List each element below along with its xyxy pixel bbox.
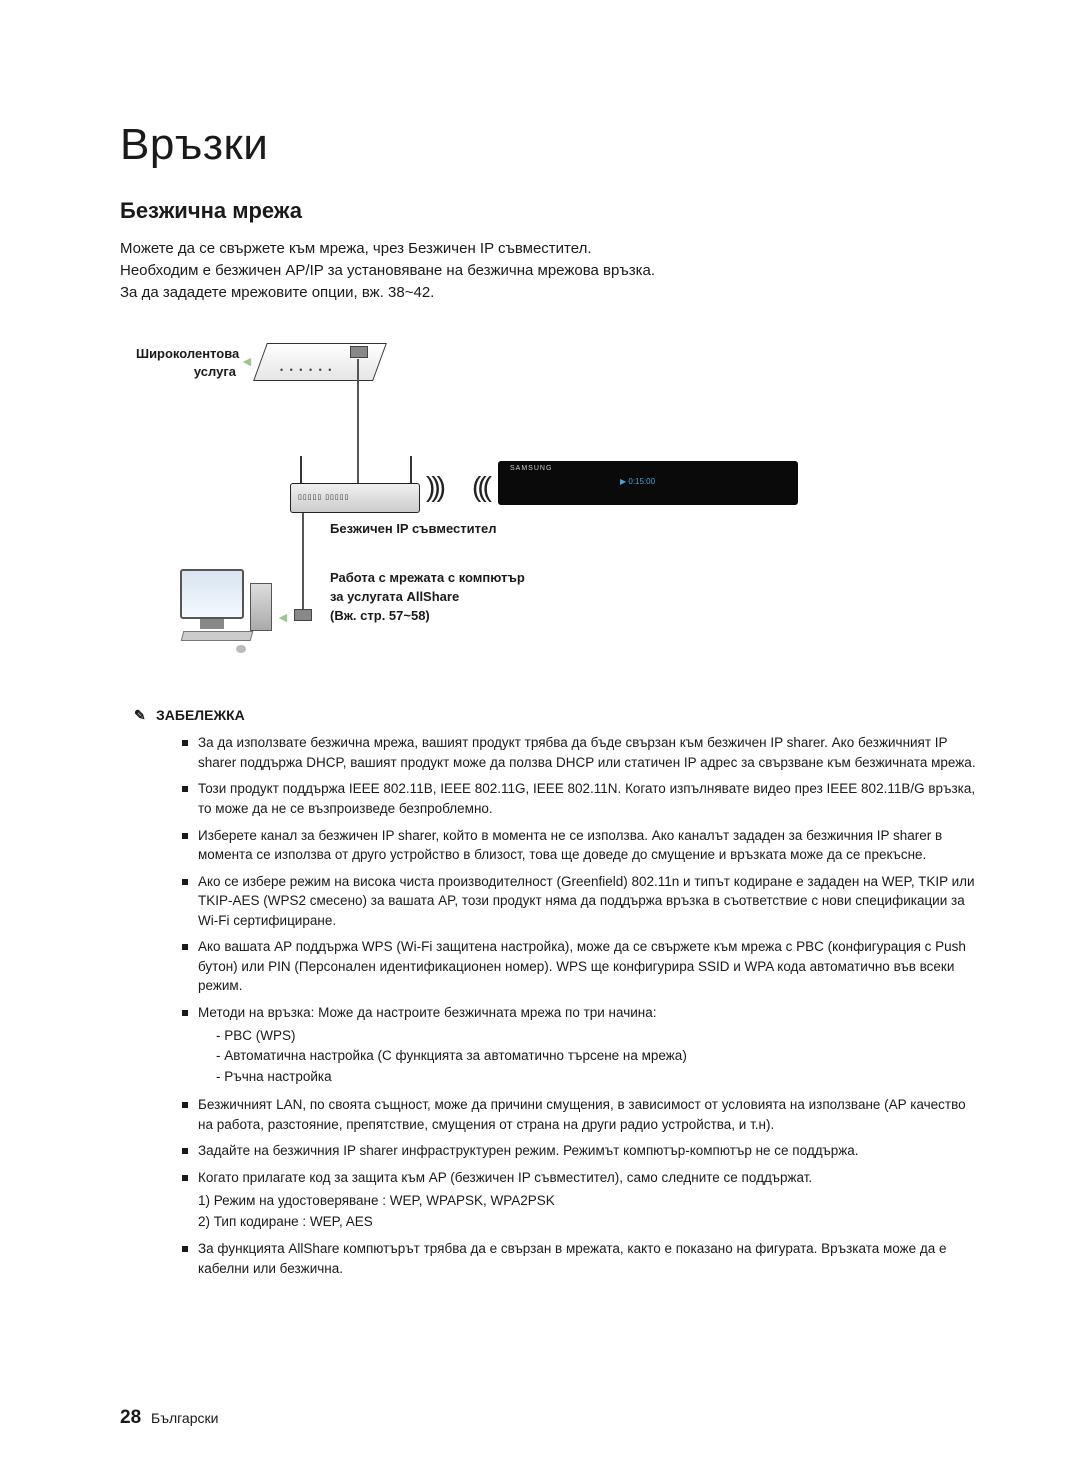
pc-tower-icon (250, 583, 272, 631)
intro-line: За да зададете мрежовите опции, вж. 38~4… (120, 282, 980, 304)
connector-icon (350, 346, 368, 358)
note-item: Ако вашата AP поддържа WPS (Wi-Fi защите… (182, 937, 980, 996)
sub-item: - Ръчна настройка (216, 1067, 980, 1088)
note-item: Този продукт поддържа IEEE 802.11B, IEEE… (182, 779, 980, 818)
note-item: Изберете канал за безжичен IP sharer, ко… (182, 826, 980, 865)
label-text: за услугата AllShare (330, 589, 459, 604)
note-item: Ако се избере режим на висока чиста прои… (182, 872, 980, 931)
page-language: Български (151, 1410, 218, 1426)
antenna-icon (410, 456, 412, 484)
router-ports: ▯▯▯▯▯ ▯▯▯▯▯ (298, 493, 349, 501)
router-label: Безжичен IP съвместител (330, 521, 496, 536)
device-brand: SAMSUNG (510, 465, 552, 472)
note-item: Безжичният LAN, по своята същност, може … (182, 1095, 980, 1134)
broadband-label: Широколентова услуга (136, 345, 236, 380)
section-title: Безжична мрежа (120, 198, 980, 224)
label-text: Работа с мрежата с компютър (330, 570, 525, 585)
note-item: За функцията AllShare компютърът трябва … (182, 1239, 980, 1278)
pc-stand-icon (200, 619, 224, 629)
page-number: 28 (120, 1407, 141, 1428)
note-item: За да използвате безжична мрежа, вашият … (182, 733, 980, 772)
intro-block: Можете да се свържете към мрежа, чрез Бе… (120, 238, 980, 303)
intro-line: Необходим е безжичен AP/IP за установява… (120, 260, 980, 282)
pc-monitor-icon (180, 569, 244, 619)
intro-line: Можете да се свържете към мрежа, чрез Бе… (120, 238, 980, 260)
chapter-title: Връзки (120, 120, 980, 170)
note-heading: ЗАБЕЛЕЖКА (120, 707, 980, 723)
label-text: Широколентова (136, 346, 239, 361)
sub-item: 2) Тип кодиране : WEP, AES (198, 1212, 980, 1233)
note-section: ЗАБЕЛЕЖКА За да използвате безжична мреж… (120, 707, 980, 1278)
sub-list: 1) Режим на удостоверяване : WEP, WPAPSK… (198, 1191, 980, 1233)
arrow-icon: ◄ (240, 353, 254, 369)
radio-waves-icon: ((( (472, 471, 488, 503)
note-text: Когато прилагате код за защита към AP (б… (198, 1170, 812, 1185)
note-item: Методи на връзка: Може да настроите безж… (182, 1003, 980, 1088)
sub-list: - PBC (WPS) - Автоматична настройка (С ф… (198, 1026, 980, 1089)
note-text: Методи на връзка: Може да настроите безж… (198, 1005, 657, 1020)
network-diagram: Широколентова услуга ◄ • • • • • • ▯▯▯▯▯… (120, 331, 980, 671)
label-text: (Вж. стр. 57~58) (330, 608, 430, 623)
sub-item: - PBC (WPS) (216, 1026, 980, 1047)
label-text: услуга (194, 364, 236, 379)
sub-item: 1) Режим на удостоверяване : WEP, WPAPSK… (198, 1191, 980, 1212)
cable (357, 359, 359, 489)
pc-label: Работа с мрежата с компютър за услугата … (330, 569, 525, 626)
modem-lights: • • • • • • (280, 365, 333, 375)
cable (302, 513, 304, 613)
page-footer: 28 Български (120, 1407, 218, 1429)
antenna-icon (300, 456, 302, 484)
device-display: ▶ 0:15:00 (620, 477, 655, 486)
notes-list: За да използвате безжична мрежа, вашият … (120, 733, 980, 1278)
radio-waves-icon: ))) (426, 471, 442, 503)
note-item: Задайте на безжичния IP sharer инфрастру… (182, 1141, 980, 1161)
note-item: Когато прилагате код за защита към AP (б… (182, 1168, 980, 1232)
mouse-icon (236, 645, 246, 653)
keyboard-icon (181, 631, 254, 641)
sub-item: - Автоматична настройка (С функцията за … (216, 1046, 980, 1067)
connector-icon (294, 609, 312, 621)
arrow-icon: ◄ (276, 609, 290, 625)
